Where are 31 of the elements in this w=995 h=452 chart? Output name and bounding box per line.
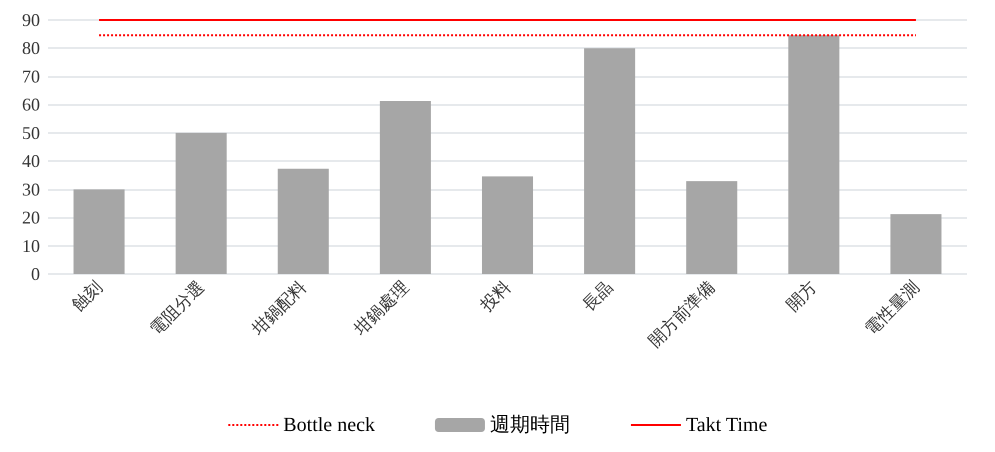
bar <box>584 48 636 274</box>
y-tick-label: 50 <box>22 122 40 143</box>
y-tick-label: 10 <box>22 236 40 256</box>
x-tick-label: 坩鍋處理 <box>350 277 412 340</box>
y-tick-label: 90 <box>22 10 40 30</box>
y-tick-label: 20 <box>22 208 40 228</box>
y-tick-label: 40 <box>22 151 40 172</box>
y-tick-label: 70 <box>22 66 40 86</box>
bar <box>278 168 329 274</box>
bar <box>482 176 534 274</box>
x-tick-label: 蝕刻 <box>68 277 106 315</box>
x-tick-label: 電阻分選 <box>146 277 208 339</box>
bar <box>788 35 840 274</box>
legend-label: 週期時間 <box>490 414 570 436</box>
legend-label: Bottle neck <box>283 414 375 436</box>
bar <box>176 132 227 274</box>
x-tick-label: 長晶 <box>578 277 616 315</box>
bar <box>74 189 125 274</box>
bar <box>380 101 431 274</box>
legend-label: Takt Time <box>686 414 768 436</box>
y-tick-label: 60 <box>22 94 40 115</box>
bar <box>890 214 942 274</box>
x-tick-label: 開方前準備 <box>644 277 718 351</box>
y-tick-label: 80 <box>22 38 40 58</box>
bar <box>686 181 738 274</box>
y-tick-label: 0 <box>31 264 40 284</box>
x-tick-label: 電性量測 <box>861 277 923 339</box>
x-tick-label: 投料 <box>476 277 514 316</box>
y-tick-label: 30 <box>22 179 40 200</box>
x-tick-label: 開方 <box>783 277 821 315</box>
x-tick-label: 坩鍋配料 <box>248 277 310 340</box>
